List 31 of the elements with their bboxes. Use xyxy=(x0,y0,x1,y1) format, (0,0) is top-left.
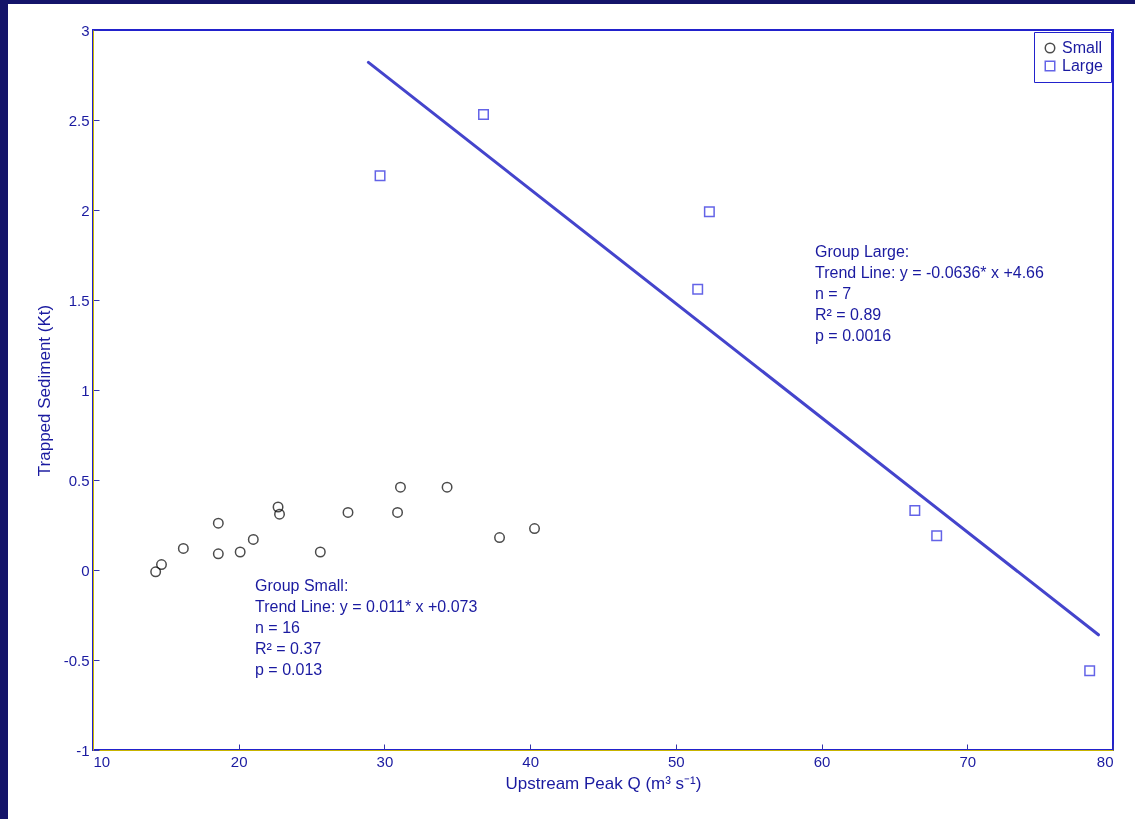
annotation: R² = 0.37 xyxy=(255,640,322,657)
y-tick-label: 1 xyxy=(81,381,90,399)
x-tick-label: 50 xyxy=(668,752,685,770)
x-tick-label: 70 xyxy=(959,752,977,770)
annotation: n = 16 xyxy=(255,619,301,636)
y-axis-title: Trapped Sediment (Kt) xyxy=(34,304,54,477)
annotation: Trend Line: y = -0.0636* x +4.66 xyxy=(815,264,1044,281)
x-axis-title: Upstream Peak Q (m³ s⁻¹) xyxy=(505,773,702,793)
x-tick-label: 20 xyxy=(230,752,248,770)
x-tick-label: 40 xyxy=(522,752,539,770)
annotation: Trend Line: y = 0.011* x +0.073 xyxy=(255,598,478,615)
legend-label: Large xyxy=(1062,57,1104,74)
annotation: Group Large: xyxy=(815,243,910,260)
y-tick-label: 1.5 xyxy=(68,291,90,309)
annotation: R² = 0.89 xyxy=(815,306,882,323)
x-tick-label: 60 xyxy=(813,752,831,770)
legend-label: Small xyxy=(1062,39,1103,56)
x-tick-label: 30 xyxy=(376,752,394,770)
y-tick-label: 0.5 xyxy=(68,471,90,489)
annotation: Group Small: xyxy=(255,577,349,594)
x-tick-label: 10 xyxy=(93,752,111,770)
annotation: n = 7 xyxy=(815,285,852,302)
y-tick-label: 2.5 xyxy=(68,111,90,129)
y-tick-label: -1 xyxy=(76,741,90,759)
annotation: p = 0.0016 xyxy=(815,327,892,344)
y-tick-label: 0 xyxy=(81,561,90,579)
y-tick-label: 2 xyxy=(81,201,90,219)
x-tick-label: 80 xyxy=(1096,752,1114,770)
annotation: p = 0.013 xyxy=(255,661,323,678)
y-tick-label: 3 xyxy=(81,21,90,39)
y-tick-label: -0.5 xyxy=(63,651,90,669)
